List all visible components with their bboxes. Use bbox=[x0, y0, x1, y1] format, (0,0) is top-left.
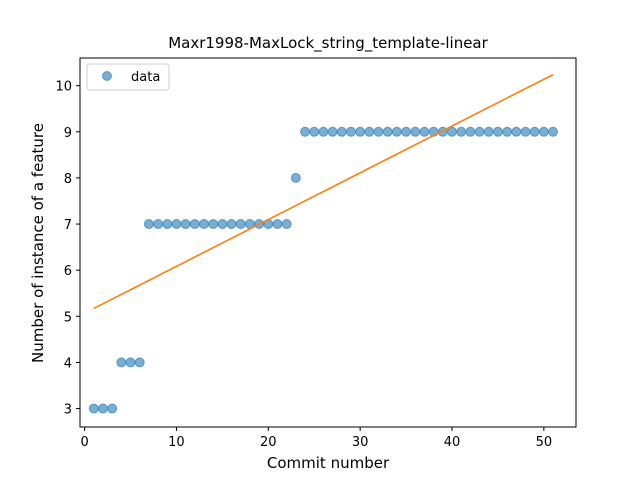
legend-marker-data bbox=[102, 71, 112, 81]
data-point bbox=[189, 219, 200, 230]
legend-label-data: data bbox=[131, 70, 160, 85]
x-tick-label: 30 bbox=[352, 435, 369, 450]
data-point bbox=[116, 357, 127, 368]
data-point bbox=[355, 126, 366, 137]
fit-line bbox=[93, 73, 554, 310]
data-point bbox=[492, 126, 503, 137]
data-point bbox=[226, 219, 237, 230]
data-point bbox=[125, 357, 136, 368]
y-tick-label: 5 bbox=[64, 310, 72, 325]
data-point bbox=[171, 219, 182, 230]
data-point bbox=[474, 126, 485, 137]
data-point bbox=[391, 126, 402, 137]
chart-title: Maxr1998-MaxLock_string_template-linear bbox=[168, 34, 488, 53]
data-point bbox=[419, 126, 430, 137]
data-point bbox=[300, 126, 311, 137]
data-point bbox=[217, 219, 228, 230]
legend-box bbox=[86, 63, 170, 91]
y-tick-label: 10 bbox=[55, 80, 72, 95]
data-point bbox=[364, 126, 375, 137]
data-point bbox=[97, 403, 108, 414]
data-point bbox=[208, 219, 219, 230]
y-tick-label: 9 bbox=[64, 126, 72, 141]
y-axis: 3 4 5 6 7 8 9 10 bbox=[55, 80, 80, 418]
data-point bbox=[401, 126, 412, 137]
data-point bbox=[373, 126, 384, 137]
x-tick-label: 10 bbox=[168, 435, 185, 450]
plot-area bbox=[88, 73, 559, 414]
data-point bbox=[143, 219, 154, 230]
data-point bbox=[88, 403, 99, 414]
data-point bbox=[447, 126, 457, 137]
legend: data bbox=[86, 63, 170, 91]
y-tick-label: 6 bbox=[64, 264, 72, 279]
x-tick-label: 40 bbox=[444, 435, 461, 450]
y-axis-title: Number of instance of a feature bbox=[29, 123, 47, 363]
data-point bbox=[520, 126, 531, 137]
y-tick-label: 3 bbox=[64, 403, 72, 418]
data-point bbox=[107, 403, 118, 414]
data-point bbox=[345, 126, 356, 137]
data-point bbox=[281, 219, 292, 230]
y-tick-label: 7 bbox=[64, 218, 72, 233]
data-point bbox=[162, 219, 173, 230]
data-point bbox=[318, 126, 329, 137]
data-point bbox=[290, 172, 301, 183]
data-point bbox=[336, 126, 347, 137]
data-point bbox=[327, 126, 338, 137]
data-point bbox=[538, 126, 549, 137]
x-tick-label: 20 bbox=[260, 435, 277, 450]
plot-frame bbox=[79, 57, 577, 428]
data-point bbox=[529, 126, 540, 137]
x-tick-label: 50 bbox=[536, 435, 553, 450]
x-axis: 0 10 20 30 40 50 bbox=[80, 427, 552, 450]
data-point bbox=[134, 357, 145, 368]
data-point bbox=[465, 126, 476, 137]
data-point bbox=[235, 219, 246, 230]
data-point bbox=[309, 126, 320, 137]
data-point bbox=[272, 219, 283, 230]
data-point bbox=[456, 126, 467, 137]
x-axis-title: Commit number bbox=[267, 454, 390, 472]
y-tick-label: 4 bbox=[64, 356, 72, 371]
x-tick-label: 0 bbox=[80, 435, 88, 450]
data-point bbox=[410, 126, 421, 137]
data-point bbox=[483, 126, 494, 137]
data-point bbox=[548, 126, 559, 137]
data-point bbox=[153, 219, 164, 230]
y-tick-label: 8 bbox=[64, 172, 72, 187]
data-point bbox=[511, 126, 522, 137]
data-point bbox=[199, 219, 209, 230]
data-point bbox=[382, 126, 393, 137]
data-point bbox=[502, 126, 513, 137]
data-point bbox=[180, 219, 191, 230]
